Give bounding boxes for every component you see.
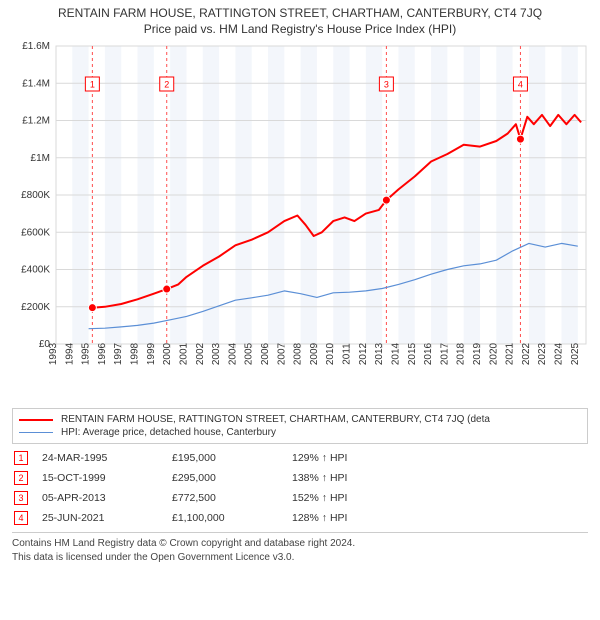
svg-text:2007: 2007 [276,342,287,365]
footer-line1: Contains HM Land Registry data © Crown c… [12,537,588,551]
sale-price: £772,500 [172,492,292,504]
chart-title-line1: RENTAIN FARM HOUSE, RATTINGTON STREET, C… [10,6,590,20]
sale-price: £195,000 [172,452,292,464]
sale-date: 25-JUN-2021 [42,512,172,524]
sale-price: £1,100,000 [172,512,292,524]
sale-hpi-pct: 152% ↑ HPI [292,492,412,504]
svg-text:£1.6M: £1.6M [22,42,50,52]
svg-text:2011: 2011 [342,343,353,365]
svg-text:2006: 2006 [260,342,271,365]
chart-svg: £0£200K£400K£600K£800K£1M£1.2M£1.4M£1.6M… [10,42,590,402]
svg-text:2003: 2003 [211,342,222,365]
sale-hpi-pct: 129% ↑ HPI [292,452,412,464]
svg-text:2005: 2005 [244,342,255,365]
legend-label: HPI: Average price, detached house, Cant… [61,427,276,438]
svg-text:2021: 2021 [505,342,516,365]
svg-text:2022: 2022 [521,342,532,365]
svg-text:2020: 2020 [488,342,499,365]
svg-text:£1.4M: £1.4M [22,78,50,89]
sale-date: 24-MAR-1995 [42,452,172,464]
svg-text:2008: 2008 [293,342,304,365]
sale-hpi-pct: 138% ↑ HPI [292,472,412,484]
legend-swatch [19,432,53,433]
sale-marker-badge: 2 [14,471,28,485]
sales-table: 1 24-MAR-1995£195,000129% ↑ HPI 2 15-OCT-19… [12,448,588,528]
sale-marker-badge: 3 [14,491,28,505]
svg-text:2000: 2000 [162,342,173,365]
svg-text:2001: 2001 [178,342,189,365]
svg-text:£800K: £800K [21,190,50,201]
legend-item: RENTAIN FARM HOUSE, RATTINGTON STREET, C… [19,413,581,426]
sale-hpi-pct: 128% ↑ HPI [292,512,412,524]
svg-text:2004: 2004 [227,342,238,365]
sales-table-row: 3 05-APR-2013£772,500152% ↑ HPI [12,488,588,508]
svg-text:1995: 1995 [81,342,92,365]
svg-text:2015: 2015 [407,342,418,365]
sale-date: 05-APR-2013 [42,492,172,504]
footer-attribution: Contains HM Land Registry data © Crown c… [12,532,588,564]
svg-text:2009: 2009 [309,342,320,365]
svg-text:2017: 2017 [439,342,450,365]
price-chart: £0£200K£400K£600K£800K£1M£1.2M£1.4M£1.6M… [10,42,590,402]
svg-text:£1M: £1M [31,153,50,164]
sale-marker-badge: 4 [14,511,28,525]
chart-title-block: RENTAIN FARM HOUSE, RATTINGTON STREET, C… [10,6,590,36]
svg-text:2023: 2023 [537,342,548,365]
legend-swatch [19,419,53,421]
svg-text:1996: 1996 [97,342,108,365]
svg-text:1993: 1993 [48,342,59,365]
chart-title-line2: Price paid vs. HM Land Registry's House … [10,22,590,36]
svg-text:1994: 1994 [64,342,75,365]
svg-text:£1.2M: £1.2M [22,116,50,127]
svg-text:1997: 1997 [113,342,124,365]
svg-text:1998: 1998 [130,342,141,365]
chart-legend: RENTAIN FARM HOUSE, RATTINGTON STREET, C… [12,408,588,444]
sales-table-row: 1 24-MAR-1995£195,000129% ↑ HPI [12,448,588,468]
sale-marker-badge: 1 [14,451,28,465]
sale-date: 15-OCT-1999 [42,472,172,484]
svg-text:2025: 2025 [570,342,581,365]
footer-line2: This data is licensed under the Open Gov… [12,551,588,565]
svg-text:2019: 2019 [472,342,483,365]
svg-text:3: 3 [384,79,389,89]
svg-text:2012: 2012 [358,342,369,365]
svg-text:2018: 2018 [456,342,467,365]
svg-text:2: 2 [164,79,169,89]
svg-text:1: 1 [90,79,95,89]
legend-item: HPI: Average price, detached house, Cant… [19,426,581,439]
svg-text:£200K: £200K [21,302,50,313]
svg-text:2013: 2013 [374,342,385,365]
svg-text:2016: 2016 [423,342,434,365]
svg-text:2010: 2010 [325,342,336,365]
svg-text:1999: 1999 [146,342,157,365]
sales-table-row: 4 25-JUN-2021£1,100,000128% ↑ HPI [12,508,588,528]
svg-text:2014: 2014 [390,342,401,365]
svg-text:£400K: £400K [21,265,50,276]
svg-text:2002: 2002 [195,342,206,365]
svg-text:£600K: £600K [21,227,50,238]
svg-text:4: 4 [518,79,523,89]
legend-label: RENTAIN FARM HOUSE, RATTINGTON STREET, C… [61,414,490,425]
svg-text:2024: 2024 [554,342,565,365]
sales-table-row: 2 15-OCT-1999£295,000138% ↑ HPI [12,468,588,488]
sale-price: £295,000 [172,472,292,484]
